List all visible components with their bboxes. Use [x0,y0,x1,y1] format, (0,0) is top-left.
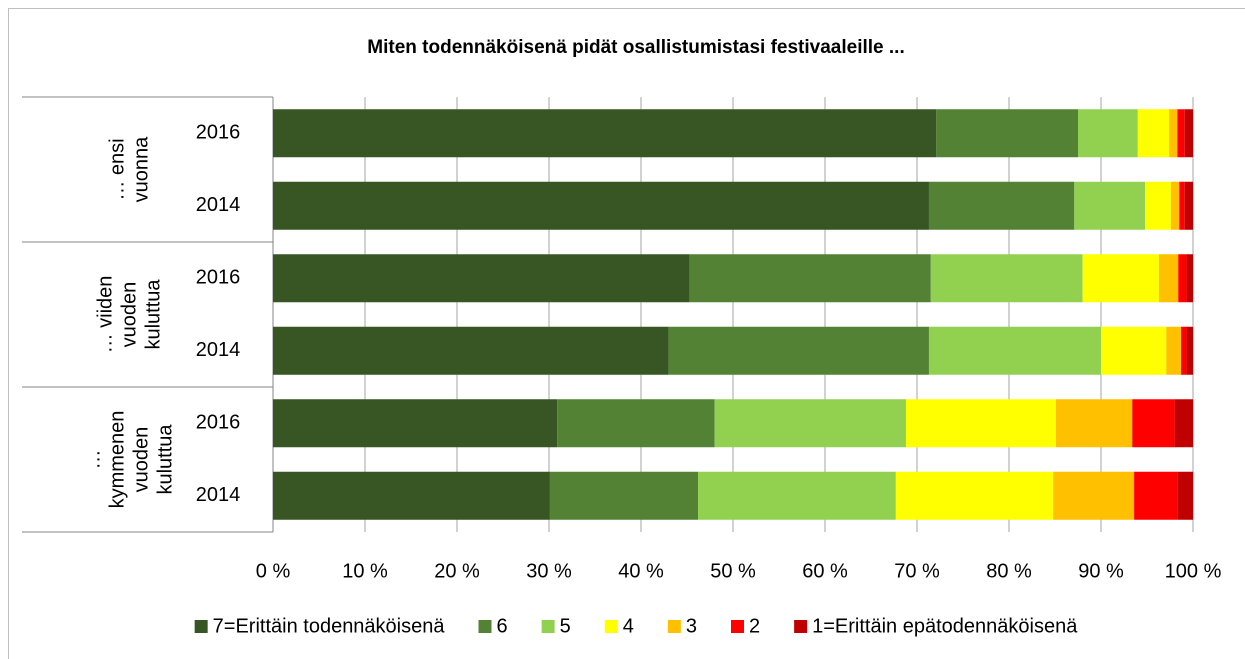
legend-swatch [731,620,744,633]
group-label: … [82,450,104,470]
bar-segment [1158,254,1179,303]
x-tick-label: 80 % [986,560,1032,582]
x-tick-label: 0 % [256,560,291,582]
legend-swatch [478,620,492,633]
bar-segment [928,326,1101,375]
chart-title: Miten todennäköisenä pidät osallistumist… [367,37,904,58]
bar-segment [1101,326,1167,375]
bar-segment [1184,109,1193,158]
bar-segment [1134,471,1178,520]
x-tick-label: 40 % [618,560,664,582]
bar-segment [273,109,937,158]
y-tick-label: 2014 [196,484,241,506]
y-tick-label: 2014 [196,194,241,216]
bar-segment [1179,181,1185,230]
legend-swatch [194,620,208,633]
bar-segment [1178,254,1187,303]
bar-segment [273,326,669,375]
bar-segment [1174,399,1193,448]
x-tick-label: 30 % [526,560,572,582]
legend-swatch [541,620,555,633]
bar-segment [905,399,1056,448]
bar-segment [1169,109,1178,158]
bar-segment [930,254,1083,303]
y-tick-label: 2016 [196,412,241,434]
bar-segment [1074,181,1146,230]
legend-label: 2 [749,615,760,637]
group-label: kuluttua [142,279,164,350]
bar-segment [1177,471,1193,520]
bar-segment [1186,254,1193,303]
bar-segment [928,181,1075,230]
bar-segment [698,471,896,520]
bar-segment [1132,399,1175,448]
bar-segment [1055,399,1133,448]
bar-segment [689,254,931,303]
group-label: vuoden [130,427,152,493]
x-tick-label: 60 % [802,560,848,582]
x-tick-label: 90 % [1078,560,1124,582]
bar-segment [1082,254,1159,303]
legend-swatch [667,620,681,633]
x-tick-label: 100 % [1165,560,1222,582]
bar-segment [1145,181,1171,230]
bar-segment [1184,181,1193,230]
y-tick-label: 2014 [196,339,241,361]
x-tick-label: 20 % [434,560,480,582]
bar-segment [668,326,929,375]
bar-segment [936,109,1078,158]
legend-label: 6 [497,615,508,637]
bar-segment [273,181,929,230]
group-label: vuoden [118,282,140,348]
group-label: kuluttua [154,424,176,495]
legend-label: 4 [623,615,634,637]
group-label: … ensi [106,138,128,200]
x-tick-label: 50 % [710,560,756,582]
bar-segment [549,471,699,520]
legend-label: 1=Erittäin epätodennäköisenä [812,615,1078,637]
legend-label: 7=Erittäin todennäköisenä [213,615,446,637]
bar-segment [895,471,1054,520]
legend-label: 3 [686,615,697,637]
y-tick-label: 2016 [196,267,241,289]
bar-segment [1137,109,1170,158]
x-tick-label: 70 % [894,560,940,582]
legend-label: 5 [560,615,571,637]
bar-segment [1166,326,1182,375]
bar-segment [714,399,906,448]
bar-segment [557,399,715,448]
bar-segment [1177,109,1185,158]
bar-segment [273,399,558,448]
y-tick-label: 2016 [196,122,241,144]
bar-segment [1170,181,1180,230]
legend-swatch [604,620,618,633]
bar-segment [1053,471,1135,520]
x-tick-label: 10 % [342,560,388,582]
group-label: kymmenen [106,411,128,509]
group-label: … viiden [94,276,116,354]
legend-swatch [794,620,808,633]
bar-segment [1186,326,1193,375]
bar-segment [1078,109,1138,158]
bar-segment [1181,326,1187,375]
bar-segment [273,254,690,303]
bar-segment [273,471,550,520]
group-label: vuonna [130,136,152,202]
